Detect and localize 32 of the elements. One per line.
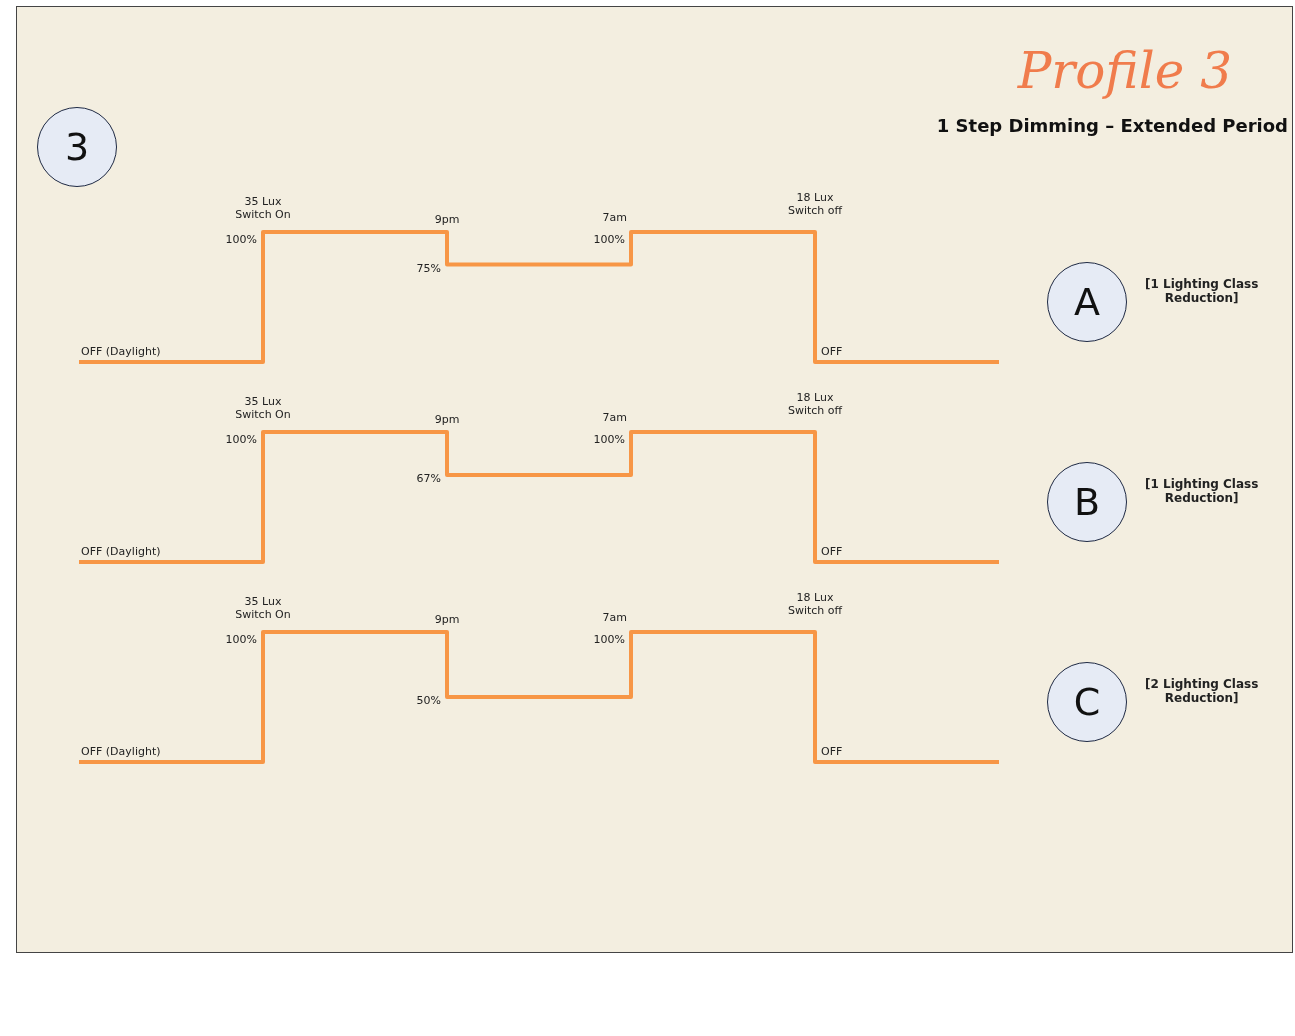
data-label: 50% [416,694,441,707]
text: 9pm [434,413,460,426]
data-label: 100% [225,433,257,446]
data-label: OFF [821,345,843,358]
data-label: OFF (Daylight) [81,745,161,758]
text: [1 Lighting Class Reduction] [1145,477,1259,505]
text: 9pm [434,613,460,626]
data-label: 75% [416,261,441,275]
text: 9pm [434,213,460,226]
text: 35 Lux Switch On [235,595,291,621]
data-label: OFF (Daylight) [81,545,161,558]
text: [2 Lighting Class Reduction] [1145,677,1259,705]
data-label: 100% [593,633,625,646]
data-label: 100% [225,633,257,646]
text: 35 Lux Switch On [235,395,291,421]
text: 18 Lux Switch off [787,191,843,217]
data-label: 67% [416,471,441,485]
text: 7am [602,611,627,624]
data-label: OFF [821,745,843,758]
text: 7am [602,411,627,424]
data-label: 100% [593,433,625,446]
data-label: OFF [821,545,843,558]
data-label: 100% [593,233,625,246]
text: 35 Lux Switch On [235,195,291,221]
text: 18 Lux Switch off [787,591,843,617]
text: 18 Lux Switch off [787,391,843,417]
chart-subtitle: 1 Step Dimming – Extended Period [936,115,1288,136]
text: 7am [602,211,627,224]
text: [1 Lighting Class Reduction] [1145,277,1259,305]
chart-title: Profile 3 [1017,42,1232,100]
data-label: OFF (Daylight) [81,345,161,358]
data-label: 100% [225,233,257,246]
